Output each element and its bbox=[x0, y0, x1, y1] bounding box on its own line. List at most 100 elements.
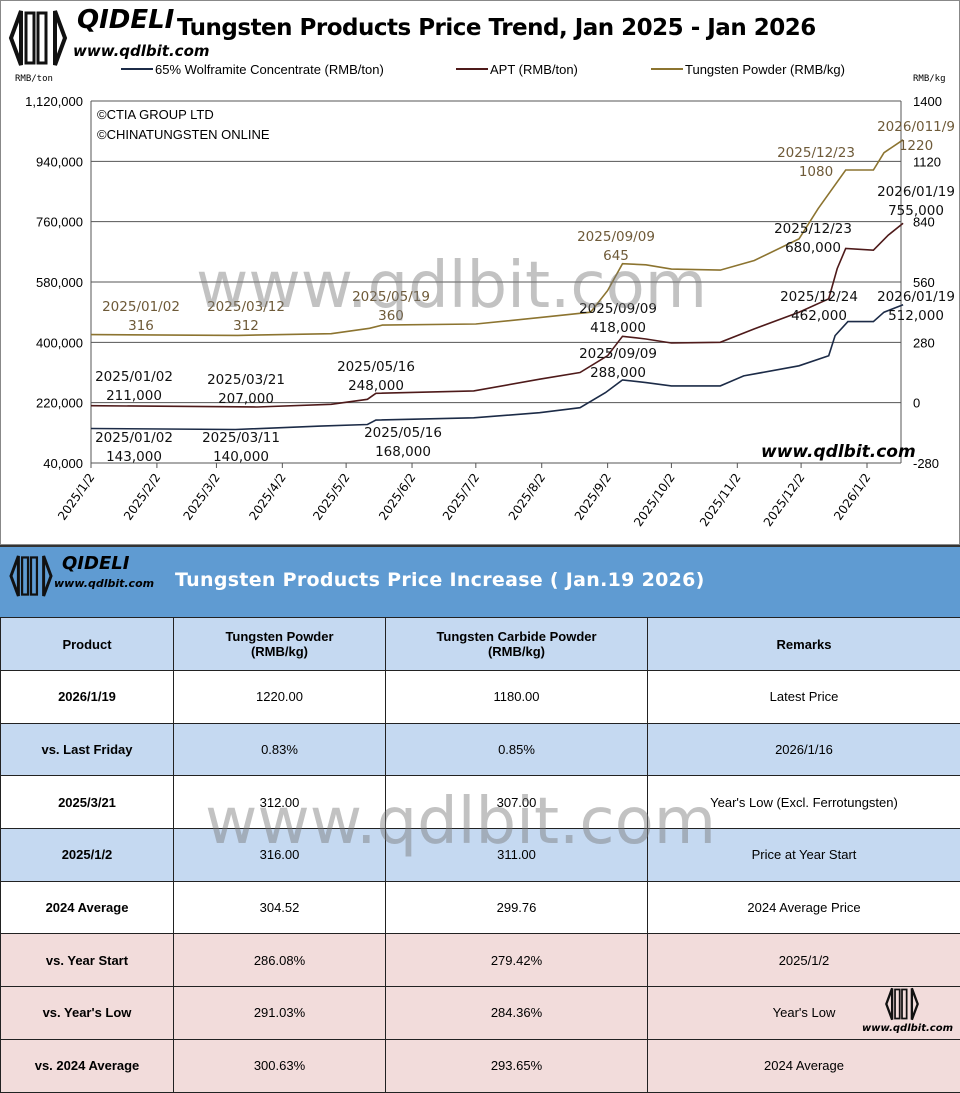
y-left-tick-label: 40,000 bbox=[43, 456, 83, 471]
cell-remarks: 2025/1/2 bbox=[648, 934, 960, 987]
y-left-tick-label: 1,120,000 bbox=[25, 94, 83, 109]
copyright-chinatungsten: ©CHINATUNGSTEN ONLINE bbox=[97, 127, 270, 142]
series-line bbox=[91, 305, 903, 430]
cell-tungsten-powder: 300.63% bbox=[174, 1039, 386, 1092]
x-tick-label: 2025/4/2 bbox=[246, 471, 288, 523]
cell-remarks: 2024 Average bbox=[648, 1039, 960, 1092]
data-label: 168,000 bbox=[375, 444, 431, 460]
x-tick-label: 2025/6/2 bbox=[376, 471, 418, 523]
data-label: 2025/03/11 bbox=[202, 430, 280, 446]
data-label: 755,000 bbox=[888, 203, 944, 219]
x-tick-label: 2025/1/2 bbox=[55, 471, 97, 523]
cell-tungsten-carbide-powder: 299.76 bbox=[386, 881, 648, 934]
data-label: 207,000 bbox=[218, 391, 274, 407]
data-label: 312 bbox=[233, 318, 259, 334]
y-right-tick-label: 1120 bbox=[913, 154, 941, 169]
data-label: 211,000 bbox=[106, 388, 162, 404]
data-label: 360 bbox=[378, 308, 404, 324]
data-label: 1220 bbox=[899, 138, 933, 154]
corner-website: www.qdlbit.com bbox=[761, 442, 916, 462]
cell-remarks: Latest Price bbox=[648, 671, 960, 724]
y-right-tick-label: 280 bbox=[913, 335, 935, 350]
y-left-tick-label: 940,000 bbox=[36, 154, 83, 169]
table-corner-website: www.qdlbit.com bbox=[862, 1023, 953, 1034]
data-label: 2025/05/16 bbox=[364, 425, 442, 441]
cell-remarks: Year's Low (Excl. Ferrotungsten) bbox=[648, 776, 960, 829]
table-brand: QIDELI bbox=[62, 553, 129, 574]
data-label: 2025/01/02 bbox=[102, 299, 180, 315]
copyright-ctia: ©CTIA GROUP LTD bbox=[97, 107, 214, 122]
data-label: 316 bbox=[128, 318, 154, 334]
x-tick-label: 2025/12/2 bbox=[761, 471, 808, 529]
cell-tungsten-powder: 286.08% bbox=[174, 934, 386, 987]
cell-tungsten-carbide-powder: 279.42% bbox=[386, 934, 648, 987]
qideli-logo bbox=[7, 7, 69, 69]
data-label: 140,000 bbox=[213, 449, 269, 465]
data-label: 2025/03/12 bbox=[207, 299, 285, 315]
cell-tungsten-carbide-powder: 293.65% bbox=[386, 1039, 648, 1092]
price-increase-table: Product Tungsten Powder (RMB/kg) Tungste… bbox=[0, 617, 960, 1093]
x-tick-label: 2025/7/2 bbox=[440, 471, 482, 523]
cell-remarks: 2026/1/16 bbox=[648, 723, 960, 776]
data-label: 143,000 bbox=[106, 449, 162, 465]
data-label: 2025/05/16 bbox=[337, 359, 415, 375]
cell-product: vs. Year Start bbox=[1, 934, 174, 987]
cell-product: 2025/3/21 bbox=[1, 776, 174, 829]
y-right-unit-label: RMB/kg bbox=[913, 74, 946, 84]
cell-tungsten-carbide-powder: 1180.00 bbox=[386, 671, 648, 724]
cell-tungsten-carbide-powder: 311.00 bbox=[386, 829, 648, 882]
data-label: 2025/09/09 bbox=[579, 346, 657, 362]
y-right-tick-label: -280 bbox=[913, 456, 939, 471]
data-label: 645 bbox=[603, 248, 629, 264]
price-trend-chart: 1,120,000940,000760,000580,000400,000220… bbox=[1, 1, 960, 546]
cell-tungsten-carbide-powder: 0.85% bbox=[386, 723, 648, 776]
cell-product: vs. Last Friday bbox=[1, 723, 174, 776]
chart-title: Tungsten Products Price Trend, Jan 2025 … bbox=[177, 15, 816, 41]
x-tick-label: 2025/2/2 bbox=[121, 471, 163, 523]
x-tick-label: 2025/5/2 bbox=[310, 471, 352, 523]
header-tungsten-carbide-powder: Tungsten Carbide Powder (RMB/kg) bbox=[386, 618, 648, 671]
cell-tungsten-powder: 1220.00 bbox=[174, 671, 386, 724]
data-label: 2025/09/09 bbox=[579, 301, 657, 317]
y-left-tick-label: 760,000 bbox=[36, 215, 83, 230]
cell-product: 2025/1/2 bbox=[1, 829, 174, 882]
cell-product: vs. Year's Low bbox=[1, 987, 174, 1040]
cell-tungsten-powder: 316.00 bbox=[174, 829, 386, 882]
data-label: 248,000 bbox=[348, 378, 404, 394]
data-label: 2025/12/23 bbox=[777, 145, 855, 161]
x-tick-label: 2025/9/2 bbox=[572, 471, 614, 523]
qdl-logo-icon bbox=[882, 986, 922, 1022]
legend-label: APT (RMB/ton) bbox=[490, 62, 578, 77]
data-label: 462,000 bbox=[791, 308, 847, 324]
header-product: Product bbox=[1, 618, 174, 671]
cell-tungsten-powder: 0.83% bbox=[174, 723, 386, 776]
x-tick-label: 2025/8/2 bbox=[506, 471, 548, 523]
cell-tungsten-powder: 312.00 bbox=[174, 776, 386, 829]
brand-website: www.qdlbit.com bbox=[73, 42, 210, 60]
cell-tungsten-powder: 291.03% bbox=[174, 987, 386, 1040]
table-header-row: Product Tungsten Powder (RMB/kg) Tungste… bbox=[1, 618, 960, 671]
brand-name: QIDELI bbox=[77, 5, 174, 35]
cell-tungsten-carbide-powder: 284.36% bbox=[386, 987, 648, 1040]
data-label: 2025/01/02 bbox=[95, 430, 173, 446]
table-title: Tungsten Products Price Increase ( Jan.1… bbox=[175, 569, 705, 591]
data-label: 2025/05/19 bbox=[352, 289, 430, 305]
data-label: 2025/09/09 bbox=[577, 229, 655, 245]
y-left-tick-label: 220,000 bbox=[36, 396, 83, 411]
x-tick-label: 2025/11/2 bbox=[697, 471, 744, 529]
y-right-tick-label: 0 bbox=[913, 396, 920, 411]
y-left-unit-label: RMB/ton bbox=[15, 74, 53, 84]
table-website: www.qdlbit.com bbox=[54, 577, 154, 590]
header-remarks: Remarks bbox=[648, 618, 960, 671]
x-tick-label: 2025/3/2 bbox=[181, 471, 223, 523]
data-label: 512,000 bbox=[888, 308, 944, 324]
price-increase-table-panel: QIDELI www.qdlbit.com Tungsten Products … bbox=[0, 545, 960, 1090]
y-left-tick-label: 400,000 bbox=[36, 335, 83, 350]
data-label: 2025/12/24 bbox=[780, 289, 858, 305]
data-label: 2025/01/02 bbox=[95, 369, 173, 385]
cell-product: 2026/1/19 bbox=[1, 671, 174, 724]
